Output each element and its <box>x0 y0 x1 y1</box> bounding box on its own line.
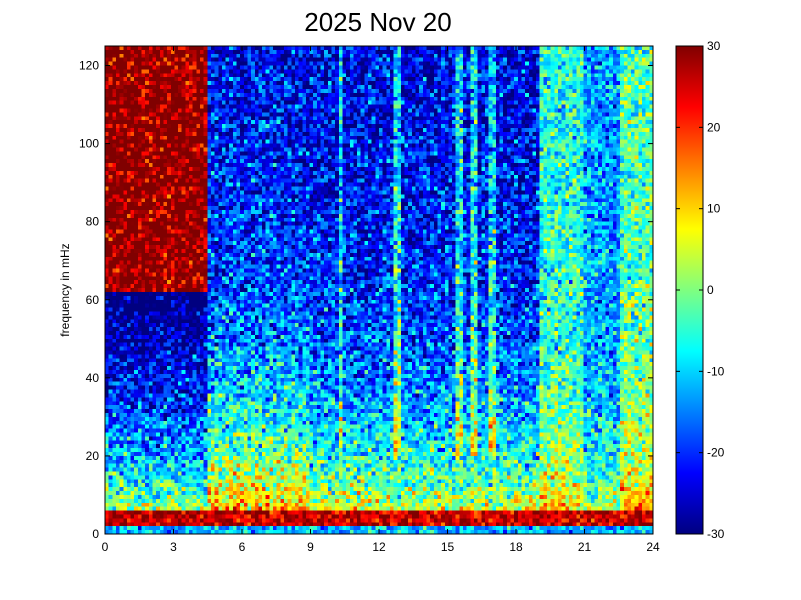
colorbar-tick-label: 30 <box>707 39 721 53</box>
x-tick-label: 6 <box>239 540 246 554</box>
colorbar-tick-label: 0 <box>707 283 714 297</box>
y-tick-label: 60 <box>86 293 100 307</box>
y-tick-label: 20 <box>86 449 100 463</box>
x-tick-label: 3 <box>170 540 177 554</box>
colorbar-ticks: 30 20 10 0 -10 -20 -30 <box>676 39 725 541</box>
spectrogram-plot-area <box>104 45 654 535</box>
x-tick-label: 18 <box>509 540 523 554</box>
x-tick-label: 9 <box>307 540 314 554</box>
spectrogram-heatmap <box>105 46 653 534</box>
x-tick-label: 24 <box>646 540 660 554</box>
y-tick-label: 100 <box>79 137 99 151</box>
y-tick-label: 40 <box>86 371 100 385</box>
colorbar: 30 20 10 0 -10 -20 -30 <box>675 39 725 541</box>
x-tick-label: 21 <box>578 540 592 554</box>
colorbar-tick-label: 20 <box>707 120 721 134</box>
colorbar-gradient <box>675 45 704 535</box>
x-axis: 0 3 6 9 12 15 18 21 24 <box>102 46 660 554</box>
x-tick-label: 0 <box>102 540 109 554</box>
y-axis: 0 20 40 60 80 100 120 <box>79 59 653 541</box>
colorbar-tick-label: 10 <box>707 202 721 216</box>
chart-title: 2025 Nov 20 <box>304 7 451 37</box>
x-tick-label: 15 <box>441 540 455 554</box>
y-tick-label: 80 <box>86 215 100 229</box>
y-tick-label: 120 <box>79 59 99 73</box>
colorbar-tick-label: -10 <box>707 364 725 378</box>
y-axis-label: frequency in mHz <box>58 243 72 336</box>
colorbar-tick-label: -30 <box>707 527 725 541</box>
y-tick-label: 0 <box>92 527 99 541</box>
x-tick-label: 12 <box>372 540 386 554</box>
colorbar-tick-label: -20 <box>707 446 725 460</box>
